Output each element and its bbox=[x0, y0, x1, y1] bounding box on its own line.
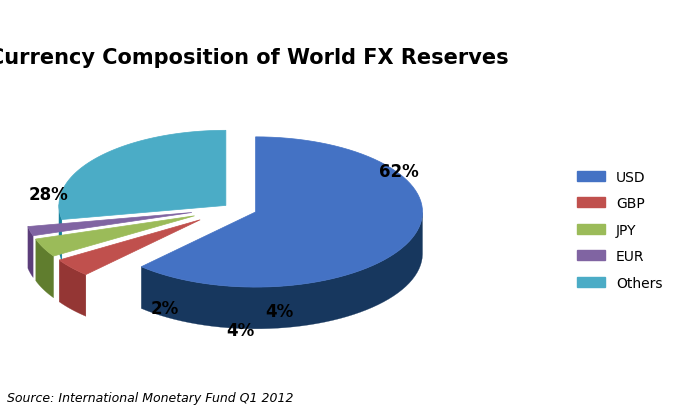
Polygon shape bbox=[35, 216, 195, 256]
Polygon shape bbox=[28, 227, 33, 278]
Text: 28%: 28% bbox=[29, 186, 69, 204]
Polygon shape bbox=[141, 138, 422, 288]
Text: 2%: 2% bbox=[150, 299, 179, 317]
Polygon shape bbox=[141, 213, 422, 329]
Legend: USD, GBP, JPY, EUR, Others: USD, GBP, JPY, EUR, Others bbox=[571, 164, 668, 295]
Text: 4%: 4% bbox=[265, 303, 293, 320]
Polygon shape bbox=[35, 239, 54, 298]
Polygon shape bbox=[59, 131, 226, 220]
Text: 4%: 4% bbox=[226, 321, 255, 339]
Polygon shape bbox=[59, 260, 86, 316]
Polygon shape bbox=[59, 220, 200, 275]
Text: Source: International Monetary Fund Q1 2012: Source: International Monetary Fund Q1 2… bbox=[7, 391, 294, 404]
Text: 62%: 62% bbox=[379, 163, 419, 181]
Polygon shape bbox=[59, 205, 62, 262]
Title: Currency Composition of World FX Reserves: Currency Composition of World FX Reserve… bbox=[0, 48, 509, 68]
Polygon shape bbox=[28, 213, 192, 236]
